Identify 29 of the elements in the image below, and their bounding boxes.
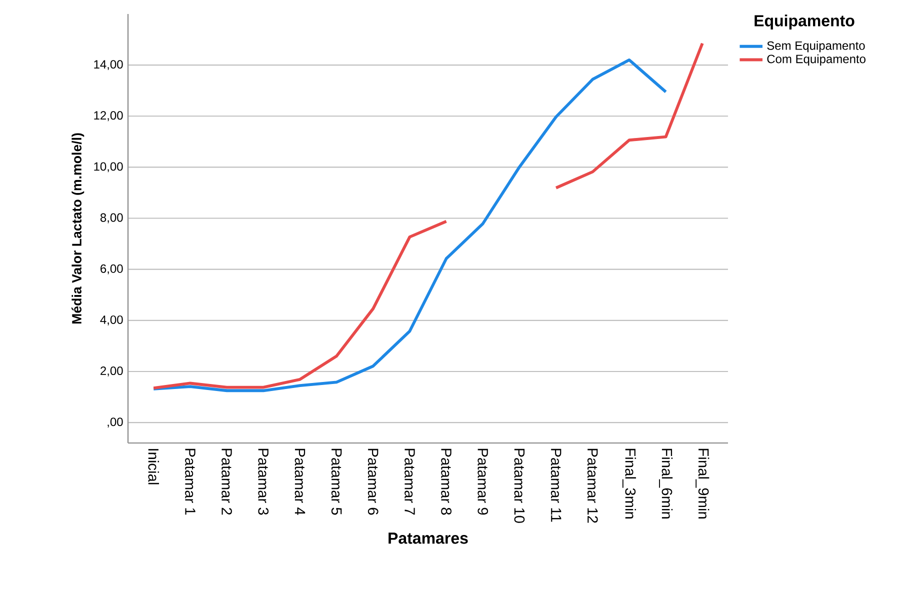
x-tick-label: Patamar 8 [441,448,452,515]
x-tick-label: Final_9min [696,448,710,518]
x-tick-label: Patamar 11 [550,448,562,522]
legend-label: Com Equipamento [767,54,866,66]
y-tick-label: 12,00 [94,111,123,122]
x-tick-label: Patamar 1 [185,448,196,515]
x-tick-label: Patamar 4 [294,448,306,515]
y-tick-label: 6,00 [100,264,123,274]
x-tick-label: Patamar 9 [478,448,488,515]
y-tick-label: 8,00 [100,213,123,224]
x-tick-label: Patamar 12 [587,448,598,523]
y-tick-label: 14,00 [94,60,123,70]
legend-label: Sem Equipamento [767,41,865,52]
x-tick-label: Final_3min [622,448,636,518]
x-tick-label: Patamar 7 [404,448,415,515]
x-tick-label: Patamar 3 [258,448,269,515]
y-tick-label: 10,00 [94,162,123,172]
x-tick-label: Patamar 2 [222,448,232,515]
y-axis-title: Média Valor Lactato (m.mole/l) [72,133,84,324]
y-tick-label: 2,00 [100,366,123,376]
x-tick-label: Patamar 5 [331,448,342,515]
x-tick-label: Patamar 6 [368,448,378,515]
x-tick-label: Final_6min [659,448,673,518]
x-axis-title: Patamares [388,532,468,544]
y-tick-label: ,00 [108,418,123,428]
legend-title: Equipamento [754,14,854,30]
y-tick-label: 4,00 [100,315,123,326]
x-tick-label: Patamar 10 [514,448,525,523]
x-tick-label: Inicial [148,449,159,484]
